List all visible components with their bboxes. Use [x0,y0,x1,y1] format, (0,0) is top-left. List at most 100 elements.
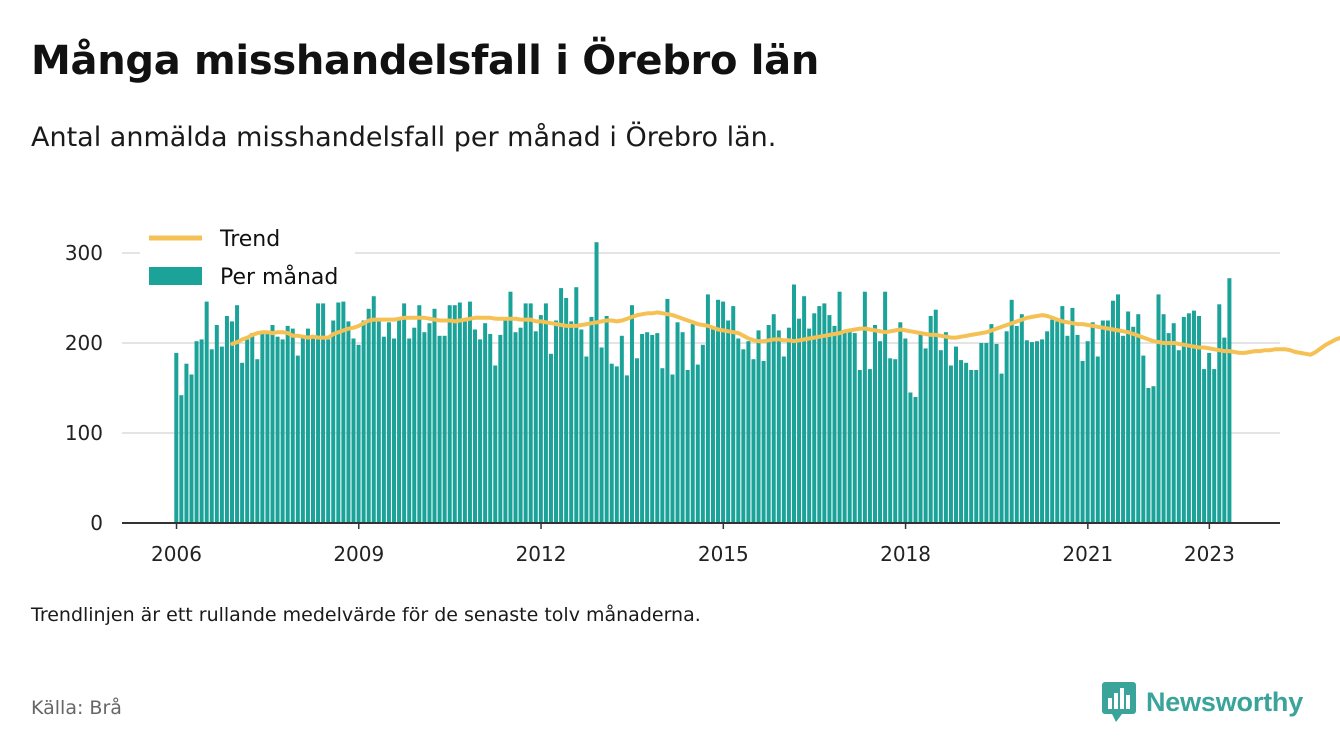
trend-line [230,310,1340,357]
bar [675,322,680,523]
bar [341,301,346,523]
bar [797,318,802,523]
x-tick-label: 2015 [698,542,749,566]
bar [1024,340,1029,523]
bar [280,339,285,523]
bar [609,363,614,523]
bar [847,330,852,523]
bar [822,303,827,523]
axes: 2006 2009 2012 2015 2018 2021 2023 [122,522,1280,566]
bar [467,301,472,523]
bar [898,322,903,523]
bar [1050,319,1055,523]
bar [407,338,412,523]
bar [1085,341,1090,523]
bar [640,334,645,523]
bar [1095,356,1100,523]
bar [771,314,776,523]
bar [741,349,746,523]
bar [624,375,629,523]
bar [584,356,589,523]
bar [554,320,559,523]
bar [1141,355,1146,523]
bar [478,339,483,523]
y-tick-label: 200 [65,331,103,355]
bar [412,327,417,523]
bar [670,374,675,523]
bar [685,370,690,523]
bar [751,359,756,523]
bar [1116,294,1121,523]
newsworthy-logo-icon [1102,682,1136,722]
bar [761,361,766,523]
bar [908,392,913,523]
bar [710,326,715,523]
bar [402,303,407,523]
bar [1146,388,1151,523]
bar [1055,321,1060,523]
bar [1121,335,1126,523]
bar [1080,361,1085,523]
bar [1186,313,1191,523]
x-tick-label: 2012 [516,542,567,566]
bar [483,323,488,523]
bar [883,291,888,523]
bar [523,303,528,523]
bar [1090,322,1095,523]
legend-trend-label: Trend [219,227,280,252]
bar [1075,334,1080,523]
bar [574,287,579,523]
bar [1126,311,1131,523]
x-tick-label: 2018 [880,542,931,566]
bar [1065,335,1070,523]
bar [791,284,796,523]
bar [417,305,422,523]
bar [645,332,650,523]
bar [235,305,240,523]
bar [1176,350,1181,523]
bar [812,313,817,523]
bar [857,370,862,523]
bar [184,363,189,523]
bar [604,316,609,523]
bar [295,355,300,523]
bar [999,373,1004,523]
bar [1131,326,1136,523]
bar [392,338,397,523]
bar [1110,300,1115,523]
bar [589,316,594,523]
bar [356,344,361,523]
bar [948,365,953,523]
bar [1202,369,1207,523]
footnote: Trendlinjen är ett rullande medelvärde f… [31,604,701,626]
bar [214,325,219,523]
bar [984,343,989,523]
bar [1156,294,1161,523]
bar [893,359,898,523]
bar [538,315,543,523]
newsworthy-logo[interactable]: Newsworthy [1102,682,1303,722]
bar [498,334,503,523]
bar [1166,333,1171,523]
bar [331,320,336,523]
x-tick-label: 2023 [1184,542,1235,566]
bar [918,333,923,523]
bar [189,374,194,523]
bar [275,336,280,523]
bar [872,325,877,523]
bar [1227,278,1232,523]
bar [209,349,214,523]
bar [913,397,918,523]
bar [867,369,872,523]
bar [447,305,452,523]
legend: Trend Per månad [140,220,355,300]
bar [1004,331,1009,523]
bar [923,348,928,523]
bar [1060,306,1065,523]
bar [1045,331,1050,523]
bar [938,350,943,523]
bar [204,301,209,523]
bar [1151,386,1156,523]
bar [837,291,842,523]
